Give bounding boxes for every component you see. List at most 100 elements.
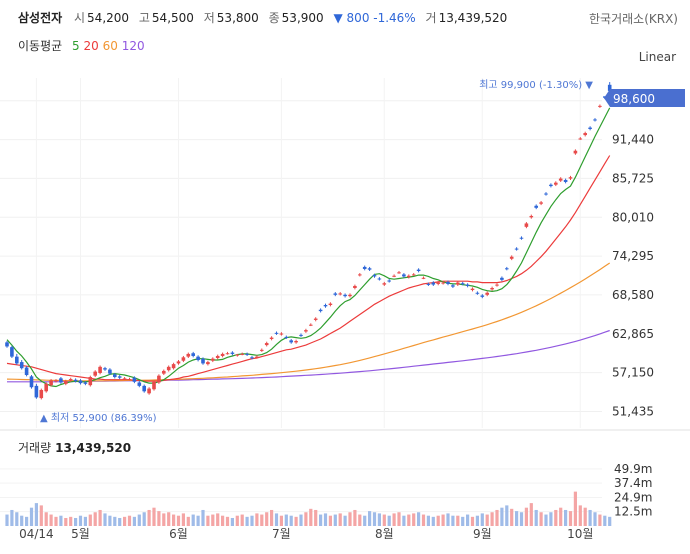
volume-bar [519,512,524,526]
volume-bar [588,509,592,526]
candle-body [554,182,558,185]
exchange-label: 한국거래소(KRX) [589,12,678,26]
change-value: ▼ 800 -1.46% [333,11,416,25]
candle-body [250,357,254,359]
moving-average-lines [6,107,611,388]
candle [171,362,176,370]
volume-bar [402,515,406,526]
candle [411,273,416,276]
volume-bar [64,517,68,526]
candle-body [524,223,529,227]
candle [456,281,460,286]
candle [544,192,548,196]
candle-body [333,293,338,295]
volume-bar [221,515,225,526]
ma-legend-item-120[interactable]: 120 [121,39,145,53]
candle [578,137,583,140]
candle-body [465,284,470,286]
volume-bar [59,515,63,526]
volume-bar [505,505,509,526]
price-tag-shape [604,89,685,107]
candle [132,376,137,384]
candle [436,281,440,286]
candle-body [201,358,205,364]
candle [568,175,573,180]
ma-legend-item-60[interactable]: 60 [102,39,118,53]
candle [162,369,166,375]
candle [358,273,362,277]
volume-bar [118,517,122,526]
candle [294,339,298,344]
candle [529,214,534,219]
volume-bar [294,516,298,526]
candle [54,379,58,383]
candle-body [328,303,333,305]
ma120-line [7,329,610,383]
candle-body [93,371,97,376]
candle [269,336,274,341]
candle [328,302,333,307]
volume-bar [284,514,288,526]
candle [15,353,19,365]
volume-bar [196,515,200,526]
candle-body [372,275,377,277]
volume-bar [529,503,533,526]
ma5-line [6,107,611,388]
volume-bar [583,507,587,526]
candle [157,374,161,384]
candle [490,286,494,291]
volume-tick-label: 49.9m [614,462,652,476]
candle-body [240,353,244,355]
candle-body [505,268,509,270]
candle [83,381,88,386]
candle [558,177,563,182]
candle [220,352,225,358]
candle-body [171,364,176,369]
volume-bar [225,516,230,526]
price-tick-label: 74,295 [612,249,654,263]
ma-legend-item-20[interactable]: 20 [83,39,99,53]
volume-bar [274,513,279,526]
candle [147,387,151,395]
volume-bar [20,515,24,526]
volume-bar [358,514,362,526]
volume-bar [39,505,43,526]
volume-bar [216,513,220,526]
candle-body [397,272,401,274]
volume-bar [93,512,97,526]
candle-body [485,292,489,295]
candle [73,378,78,383]
volume-bar [564,509,568,526]
volume-bar [559,507,563,526]
volume-bar [534,509,538,526]
volume-bar [78,515,83,526]
date-tick-label: 9월 [473,527,492,541]
volume-bar [475,515,479,526]
candle [598,104,602,108]
scale-mode-toggle[interactable]: Linear [638,50,676,64]
volume-bar [426,515,430,526]
candle-body [358,274,362,276]
candle [309,323,313,327]
open-value: 54,200 [87,11,130,25]
ma-legend-item-5[interactable]: 5 [72,39,80,53]
candle [181,355,186,363]
candle-body [509,256,514,259]
candle [10,345,14,358]
candle [505,266,509,271]
candle [509,255,514,261]
volume-bar [127,515,132,526]
volume-label: 거 [425,11,437,25]
candle-body [353,285,357,288]
candle [392,274,396,278]
volume-bar [319,514,323,526]
candle [421,276,426,280]
volume-bar [206,515,210,526]
candle-body [181,357,186,361]
candle-body [186,353,191,357]
volume-bar [299,514,303,526]
candle [137,381,142,388]
volume-bar [167,512,171,526]
candle [289,338,293,344]
